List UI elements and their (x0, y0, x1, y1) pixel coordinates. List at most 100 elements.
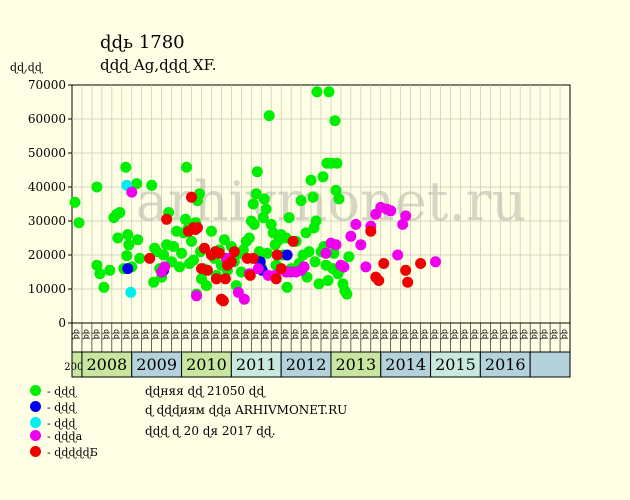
legend-dot-green (30, 385, 41, 396)
month-label: ɖɖ (540, 329, 549, 340)
legend-label: - ɖɖɖ (47, 417, 76, 430)
legend-item-green: - ɖɖɖ (30, 385, 76, 399)
month-label: ɖɖ (192, 329, 201, 340)
month-label: ɖɖ (401, 329, 410, 340)
data-point-magenta (191, 290, 202, 302)
data-point-green (123, 239, 135, 251)
data-point-magenta (320, 247, 332, 259)
data-point-red (271, 249, 283, 261)
data-point-magenta (345, 230, 357, 242)
y-tick-label: 0 (58, 316, 66, 330)
legend-label: - ɖɖɖa (47, 430, 83, 443)
y-tick-label: 20000 (28, 248, 66, 262)
data-point-red (161, 213, 173, 225)
year-cell (81, 351, 133, 378)
data-point-red (378, 258, 390, 269)
data-point-magenta (392, 249, 404, 261)
month-label: ɖɖ (122, 329, 131, 340)
year-cell (131, 351, 183, 378)
data-point-red (365, 225, 377, 237)
data-point-green (323, 86, 335, 98)
month-label: ɖɖ (431, 329, 440, 340)
data-point-green (329, 115, 341, 127)
data-point-green (247, 198, 259, 210)
data-point-blue (281, 249, 293, 261)
data-point-red (275, 263, 287, 275)
data-point-red (247, 252, 259, 264)
data-point-cyan (125, 286, 137, 298)
data-point-red (228, 246, 240, 258)
legend-dot-red (30, 446, 41, 457)
data-point-green (98, 281, 110, 293)
data-point-green (112, 232, 124, 244)
data-point-red (144, 252, 156, 264)
year-cell (380, 351, 432, 378)
y-axis-unit: ɖɖ,ɖɖ (10, 61, 42, 74)
year-label: 2009 (136, 355, 177, 374)
data-point-green (258, 193, 270, 205)
data-point-green (343, 251, 355, 263)
data-point-magenta (385, 205, 397, 217)
data-point-green (69, 196, 81, 208)
year-label: 2013 (336, 355, 377, 374)
month-label: ɖɖ (500, 329, 509, 340)
data-point-magenta (298, 261, 310, 273)
info-source: ɖ ɖɖɖиям ɖɖa ARHIVMONET.RU (145, 403, 348, 417)
data-point-green (313, 278, 325, 290)
data-point-green (307, 191, 319, 203)
month-label: ɖɖ (102, 329, 111, 340)
month-label: ɖɖ (241, 329, 250, 340)
data-point-magenta (252, 263, 264, 275)
data-point-magenta (159, 261, 171, 273)
data-point-green (317, 171, 329, 183)
month-label: ɖɖ (351, 329, 360, 340)
data-point-red (373, 275, 385, 286)
month-label: ɖɖ (530, 329, 539, 340)
month-label: ɖɖ (480, 329, 489, 340)
data-point-magenta (355, 239, 367, 251)
month-label: ɖɖ (391, 329, 400, 340)
month-label: ɖɖ (411, 329, 420, 340)
data-point-green (121, 250, 133, 262)
data-point-green (310, 215, 322, 227)
info-average: ɖɖняя ɖɖ 21050 ɖɖ (145, 384, 265, 398)
month-label: ɖɖ (92, 329, 101, 340)
data-point-green (174, 261, 186, 273)
legend-dot-magenta (30, 430, 41, 441)
month-label: ɖɖ (301, 329, 310, 340)
data-point-green (328, 247, 340, 259)
legend-item-magenta: - ɖɖɖa (30, 430, 82, 444)
month-label: ɖɖ (441, 329, 450, 340)
data-point-red (402, 276, 414, 288)
data-point-green (261, 247, 273, 259)
month-label: ɖɖ (261, 329, 270, 340)
data-point-magenta (238, 293, 250, 305)
month-label: ɖɖ (172, 329, 181, 340)
data-point-green (250, 188, 262, 200)
data-point-blue (122, 263, 134, 275)
data-point-green (181, 161, 193, 173)
data-point-green (251, 166, 263, 178)
data-point-green (131, 178, 143, 190)
y-tick-label: 60000 (28, 112, 66, 126)
data-point-green (295, 195, 307, 207)
data-point-green (180, 213, 192, 225)
year-cell (529, 351, 571, 378)
data-point-green (303, 246, 315, 258)
data-point-green (158, 249, 170, 261)
data-point-red (191, 222, 203, 234)
data-point-green (94, 268, 106, 280)
y-tick-label: 10000 (28, 282, 66, 296)
data-point-green (283, 212, 295, 224)
data-point-green (120, 161, 132, 173)
month-label: ɖɖ (520, 329, 529, 340)
data-point-green (148, 276, 160, 288)
data-point-green (333, 193, 345, 205)
year-cell (479, 351, 531, 378)
month-label: ɖɖ (72, 329, 81, 340)
data-point-green (218, 234, 230, 246)
month-label: ɖɖ (331, 329, 340, 340)
data-point-red (217, 295, 229, 307)
legend-label: - ɖɖɖɖɖБ (47, 446, 98, 459)
